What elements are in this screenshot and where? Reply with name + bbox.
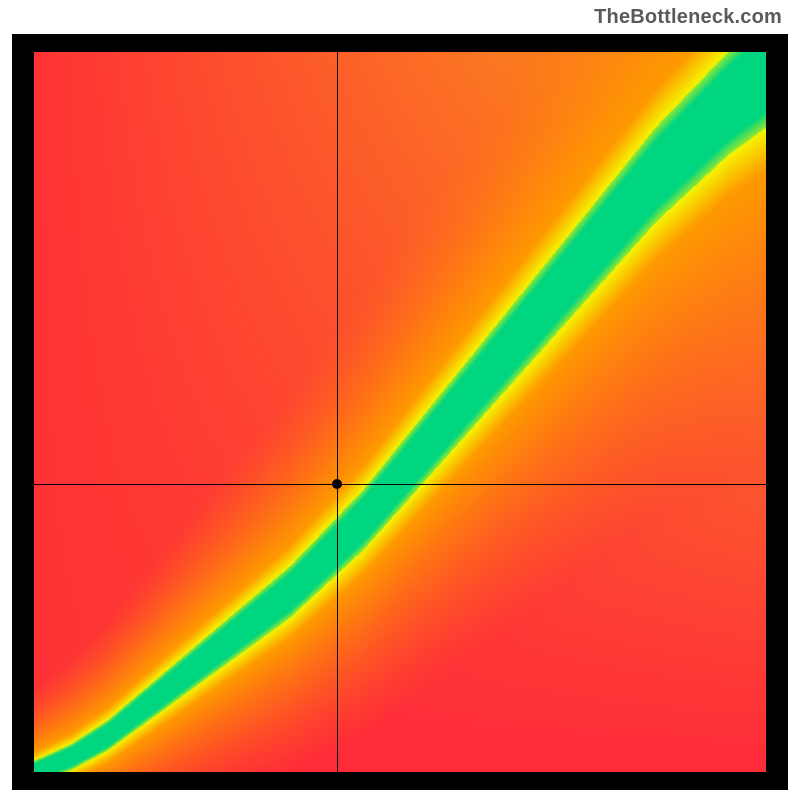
- chart-container: TheBottleneck.com: [0, 0, 800, 800]
- attribution-text: TheBottleneck.com: [594, 6, 782, 29]
- crosshair-horizontal: [34, 484, 766, 485]
- marker-point: [332, 479, 342, 489]
- outer-frame: [12, 34, 788, 790]
- plot-area: [34, 52, 766, 772]
- crosshair-vertical: [337, 52, 338, 772]
- heatmap-canvas: [34, 52, 766, 772]
